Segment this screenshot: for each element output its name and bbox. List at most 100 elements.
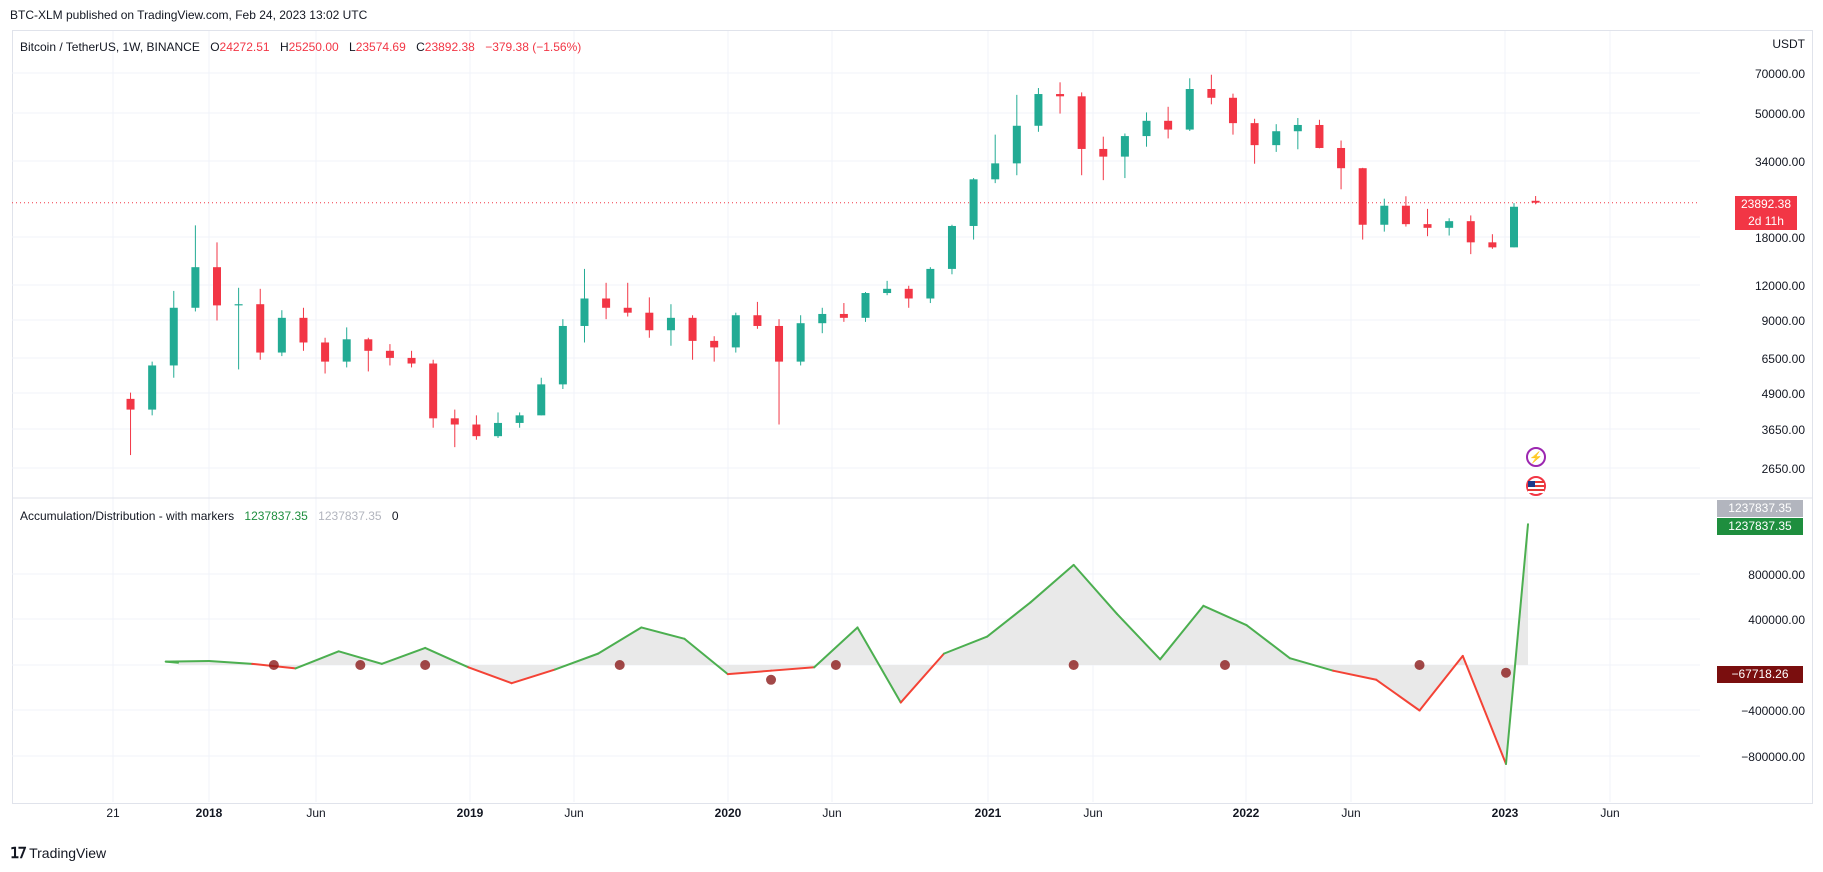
- candle-body: [1120, 136, 1129, 157]
- candle-body: [1185, 89, 1194, 130]
- candle-body: [515, 415, 524, 423]
- open-label: O: [210, 40, 220, 54]
- ad-line-segment: [1418, 654, 1464, 712]
- indicator-grey-tag: 1237837.35: [1717, 500, 1803, 517]
- candle-body: [213, 267, 221, 306]
- ad-line-segment: [1505, 523, 1529, 765]
- time-tick: 2022: [1232, 806, 1260, 820]
- ad-line-segment: [1202, 604, 1248, 627]
- ad-line-segment: [856, 626, 902, 704]
- tradingview-logo[interactable]: 𝟣𝟩 TradingView: [10, 844, 106, 862]
- candle-body: [537, 384, 546, 416]
- candle-body: [1272, 131, 1281, 146]
- us-flag-icon[interactable]: [1526, 476, 1546, 496]
- candle-body: [710, 340, 719, 348]
- candle-body: [1358, 168, 1367, 225]
- candle-body: [1510, 206, 1518, 248]
- tradingview-logo-text: TradingView: [29, 845, 107, 861]
- candle-body: [472, 424, 481, 437]
- time-tick: 2018: [195, 806, 223, 820]
- ad-line-segment: [467, 666, 513, 685]
- candle-body: [969, 179, 978, 226]
- candle-body: [991, 163, 1000, 180]
- time-tick: 2023: [1491, 806, 1519, 820]
- candle-body: [429, 363, 438, 419]
- candle-body: [126, 398, 135, 410]
- price-tick: 70000.00: [1754, 67, 1805, 81]
- time-tick: Jun: [1341, 806, 1361, 820]
- low-value: 23574.69: [355, 40, 406, 54]
- time-tick: Jun: [1083, 806, 1103, 820]
- candle-body: [731, 315, 740, 348]
- ad-signal-marker: [766, 674, 777, 685]
- ad-signal-marker: [1414, 660, 1425, 670]
- candle-body: [1315, 124, 1324, 148]
- ad-line-segment: [510, 668, 556, 685]
- candle-body: [385, 350, 394, 358]
- bar-countdown-tag: 2d 11h: [1735, 213, 1797, 230]
- indicator-tick: −400000.00: [1741, 704, 1805, 718]
- ad-line-segment: [726, 669, 773, 676]
- candle-body: [558, 325, 567, 385]
- candle-body: [753, 315, 762, 326]
- candle-body: [861, 293, 870, 318]
- ad-signal-marker: [1501, 667, 1511, 678]
- ad-line-segment: [1461, 654, 1507, 765]
- candle-body: [666, 317, 675, 331]
- candle-body: [1445, 221, 1454, 228]
- ad-line-segment: [1332, 669, 1378, 681]
- main-series-legend[interactable]: Bitcoin / TetherUS, 1W, BINANCE O24272.5…: [20, 40, 581, 54]
- indicator-tick: 400000.00: [1748, 613, 1805, 627]
- ad-line-segment: [380, 646, 427, 665]
- candle-body: [1228, 97, 1237, 124]
- indicator-signal-tag: −67718.26: [1717, 666, 1803, 683]
- candle-body: [494, 422, 503, 437]
- candle-body: [602, 298, 611, 308]
- candle-body: [818, 313, 827, 324]
- ad-signal-marker: [420, 660, 431, 670]
- candle-body: [450, 418, 459, 425]
- lightning-icon[interactable]: ⚡: [1526, 447, 1546, 467]
- ad-line-segment: [553, 652, 600, 671]
- indicator-legend[interactable]: Accumulation/Distribution - with markers…: [20, 509, 399, 523]
- ad-line-segment: [1072, 563, 1118, 615]
- candle-body: [688, 317, 697, 341]
- close-value: 23892.38: [424, 40, 475, 54]
- candle-body: [645, 312, 654, 331]
- candle-body: [796, 323, 805, 362]
- ad-line-segment: [1029, 563, 1075, 604]
- price-axis-unit: USDT: [1772, 37, 1805, 51]
- ad-line-segment: [294, 650, 340, 670]
- ad-line-segment: [942, 635, 989, 655]
- ad-line-segment: [424, 646, 470, 669]
- ad-signal-marker: [268, 660, 279, 670]
- candle-body: [321, 342, 330, 362]
- low-label: L: [349, 40, 356, 54]
- candle-body: [947, 225, 956, 269]
- candle-body: [299, 317, 308, 343]
- indicator-title[interactable]: Accumulation/Distribution - with markers: [20, 509, 235, 523]
- ad-line-segment: [986, 601, 1032, 638]
- indicator-value-zero: 0: [391, 509, 399, 523]
- time-tick: 2019: [456, 806, 484, 820]
- candle-body: [256, 304, 265, 353]
- price-tick: 4900.00: [1761, 387, 1805, 401]
- candle-body: [1466, 221, 1475, 243]
- candle-body: [1034, 94, 1043, 126]
- candle-body: [1531, 200, 1540, 203]
- indicator-value: 1237837.35: [244, 509, 308, 523]
- candle-body: [277, 317, 286, 353]
- time-tick: 21: [106, 806, 120, 820]
- time-tick: 2021: [974, 806, 1002, 820]
- indicator-value-secondary: 1237837.35: [318, 509, 382, 523]
- symbol-title[interactable]: Bitcoin / TetherUS, 1W, BINANCE: [20, 40, 200, 54]
- candle-body: [926, 268, 935, 299]
- candle-body: [1012, 125, 1021, 164]
- candle-body: [1164, 120, 1173, 130]
- candle-body: [1099, 148, 1108, 157]
- chart-frame[interactable]: [12, 30, 1813, 804]
- ad-line-segment: [597, 626, 643, 655]
- candle-body: [1293, 124, 1302, 132]
- high-label: H: [279, 40, 289, 54]
